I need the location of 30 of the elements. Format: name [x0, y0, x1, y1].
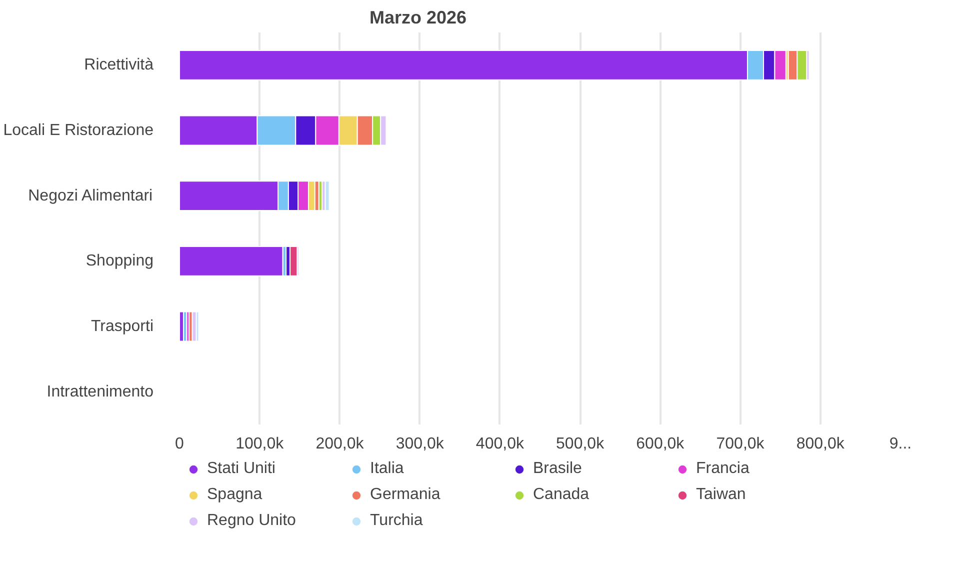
- legend-label: Germania: [370, 486, 442, 504]
- legend-label: Brasile: [533, 460, 583, 478]
- x-tick-label: 300,0k: [396, 436, 445, 452]
- x-tick-label: 500,0k: [556, 436, 606, 452]
- x-tick-label: 400,0k: [476, 436, 525, 452]
- bar: [180, 246, 284, 276]
- y-tick-label: Shopping: [86, 252, 154, 270]
- legend-label: Taiwan: [696, 486, 747, 504]
- x-tick-label: 700,0k: [716, 436, 766, 452]
- y-tick-label: Trasporti: [90, 318, 154, 335]
- bar: [324, 180, 330, 212]
- y-tick-label: Locali E Ristorazione: [3, 122, 154, 139]
- x-tick-label: 600,0k: [636, 436, 686, 452]
- legend-label: Stati Uniti: [207, 460, 276, 478]
- y-tick-label: Intrattenimento: [46, 383, 154, 400]
- legend-label: Regno Unito: [207, 512, 297, 530]
- legend-label: Turchia: [370, 512, 424, 530]
- legend-label: Francia: [696, 460, 750, 478]
- y-tick-label: Ricettività: [84, 56, 154, 74]
- legend-label: Spagna: [207, 486, 264, 504]
- x-tick-label: 800,0k: [796, 436, 846, 452]
- x-tick-label: 9...: [889, 436, 912, 452]
- chart-title: Marzo 2026: [370, 8, 467, 28]
- legend-label: Italia: [370, 460, 405, 478]
- bar: [290, 246, 298, 276]
- y-tick-label: Negozi Alimentari: [28, 187, 153, 204]
- x-tick-label: 0: [175, 436, 184, 452]
- x-tick-label: 100,0k: [236, 436, 285, 452]
- x-tick-label: 200,0k: [316, 436, 365, 452]
- legend-label: Canada: [533, 486, 590, 504]
